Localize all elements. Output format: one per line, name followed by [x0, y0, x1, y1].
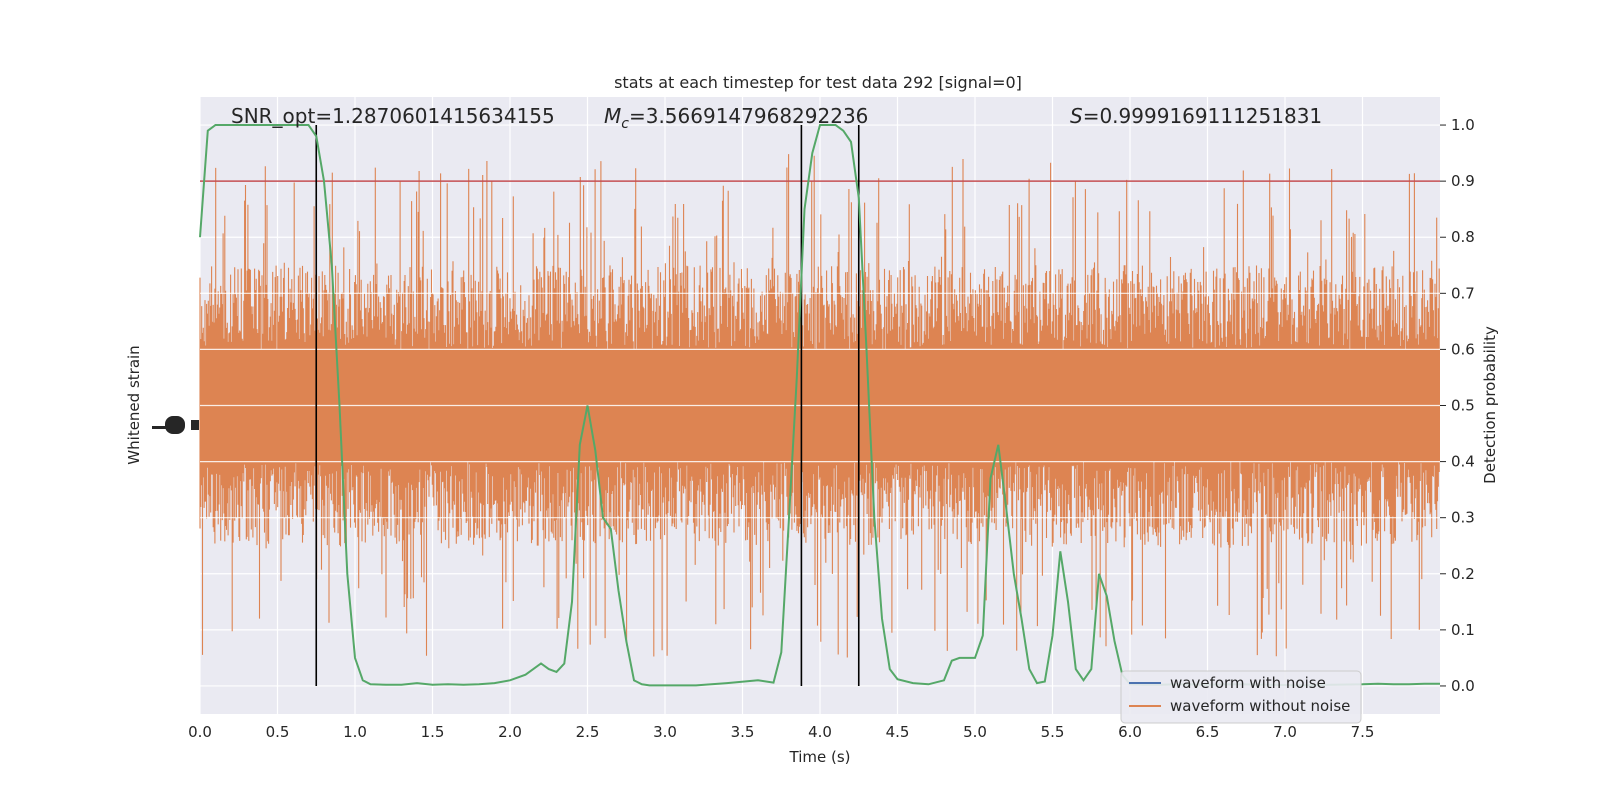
s-annotation: S=0.9999169111251831	[1070, 104, 1322, 128]
legend-box	[1120, 670, 1362, 724]
y-tick-label: 0.5	[1451, 397, 1475, 415]
y-right-axis-label: Detection probability	[1481, 326, 1499, 484]
x-tick-label: 0.5	[266, 723, 290, 741]
x-tick-label: 2.5	[576, 723, 600, 741]
y-tick-label: 0.1	[1451, 621, 1475, 639]
detection-probability-line	[199, 124, 1440, 687]
x-tick-label: 0.0	[188, 723, 212, 741]
y-tick-label: 0.9	[1451, 172, 1475, 190]
y-tick-label: 0.0	[1451, 677, 1475, 695]
y-left-axis-label: Whitened strain	[125, 345, 143, 464]
x-tick-label: 7.0	[1273, 723, 1297, 741]
chart-title: stats at each timestep for test data 292…	[614, 73, 1022, 92]
chirp-mass-value: =3.5669147968292236	[629, 104, 868, 128]
x-tick-label: 6.5	[1196, 723, 1220, 741]
x-tick-label: 7.5	[1351, 723, 1375, 741]
x-tick-label: 2.0	[498, 723, 522, 741]
x-tick-label: 1.5	[421, 723, 445, 741]
x-axis-ticks: 0.0 0.5 1.0 1.5 2.0 2.5 3.0 3.5 4.0 4.5 5.0 5.5 6.0 6…	[188, 723, 1374, 741]
x-tick-label: 4.0	[808, 723, 832, 741]
x-tick-label: 4.5	[886, 723, 910, 741]
snr-annotation: SNR_opt=1.2870601415634155	[231, 104, 555, 128]
left-axis-stub-glyph	[165, 416, 185, 434]
left-axis-stub-tick	[191, 420, 199, 430]
x-tick-label: 3.5	[731, 723, 755, 741]
x-tick-label: 6.0	[1118, 723, 1142, 741]
x-tick-label: 5.5	[1041, 723, 1065, 741]
s-symbol: S	[1070, 104, 1083, 128]
y-tick-label: 0.7	[1451, 284, 1475, 302]
x-axis-label: Time (s)	[789, 748, 851, 766]
y-tick-label: 0.2	[1451, 565, 1475, 583]
y-tick-label: 0.3	[1451, 509, 1475, 527]
chirp-mass-symbol: M	[604, 104, 621, 128]
x-tick-label: 3.0	[653, 723, 677, 741]
waveform-without-noise-series	[199, 154, 1440, 658]
y-tick-label: 0.4	[1451, 453, 1475, 471]
left-axis-stub	[152, 416, 199, 434]
y-right-axis-ticks: 0.0 0.1 0.2 0.3 0.4 0.5 0.6 0.7 0.8 0.9 1.0	[1440, 116, 1475, 695]
chirp-mass-subscript: c	[621, 116, 629, 132]
legend-label-without-noise: waveform without noise	[1170, 697, 1350, 715]
legend: waveform with noise waveform without noi…	[1120, 670, 1362, 724]
legend-label-with-noise: waveform with noise	[1170, 674, 1326, 692]
left-axis-stub-dash	[152, 426, 170, 429]
y-tick-label: 0.8	[1451, 228, 1475, 246]
x-tick-label: 5.0	[963, 723, 987, 741]
x-tick-label: 1.0	[343, 723, 367, 741]
y-tick-label: 1.0	[1451, 116, 1475, 134]
vertical-markers	[315, 125, 860, 686]
chirp-mass-annotation: Mc=3.5669147968292236	[604, 104, 868, 132]
y-tick-label: 0.6	[1451, 340, 1475, 358]
s-value: =0.9999169111251831	[1083, 104, 1322, 128]
